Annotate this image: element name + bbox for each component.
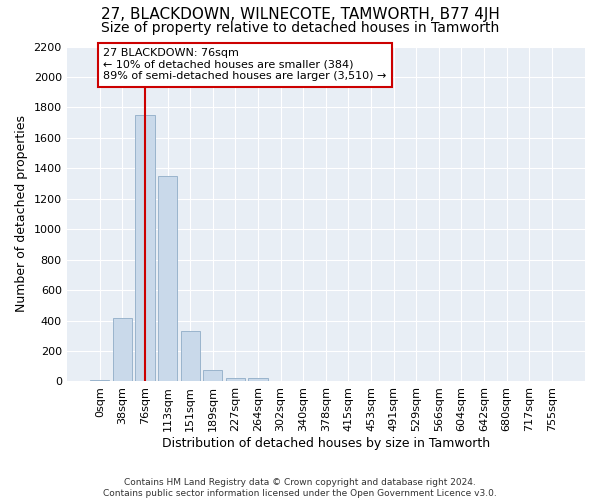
Bar: [90, 380, 109, 382]
Text: Size of property relative to detached houses in Tamworth: Size of property relative to detached ho…: [101, 21, 499, 35]
Text: 27 BLACKDOWN: 76sqm
← 10% of detached houses are smaller (384)
89% of semi-detac: 27 BLACKDOWN: 76sqm ← 10% of detached ho…: [103, 48, 386, 82]
Bar: [113, 318, 132, 382]
Bar: [226, 378, 245, 382]
Bar: [181, 331, 200, 382]
Bar: [203, 370, 223, 382]
Bar: [136, 115, 155, 382]
Y-axis label: Number of detached properties: Number of detached properties: [15, 116, 28, 312]
Text: Contains HM Land Registry data © Crown copyright and database right 2024.
Contai: Contains HM Land Registry data © Crown c…: [103, 478, 497, 498]
X-axis label: Distribution of detached houses by size in Tamworth: Distribution of detached houses by size …: [162, 437, 490, 450]
Bar: [248, 378, 268, 382]
Bar: [158, 176, 177, 382]
Text: 27, BLACKDOWN, WILNECOTE, TAMWORTH, B77 4JH: 27, BLACKDOWN, WILNECOTE, TAMWORTH, B77 …: [101, 8, 499, 22]
